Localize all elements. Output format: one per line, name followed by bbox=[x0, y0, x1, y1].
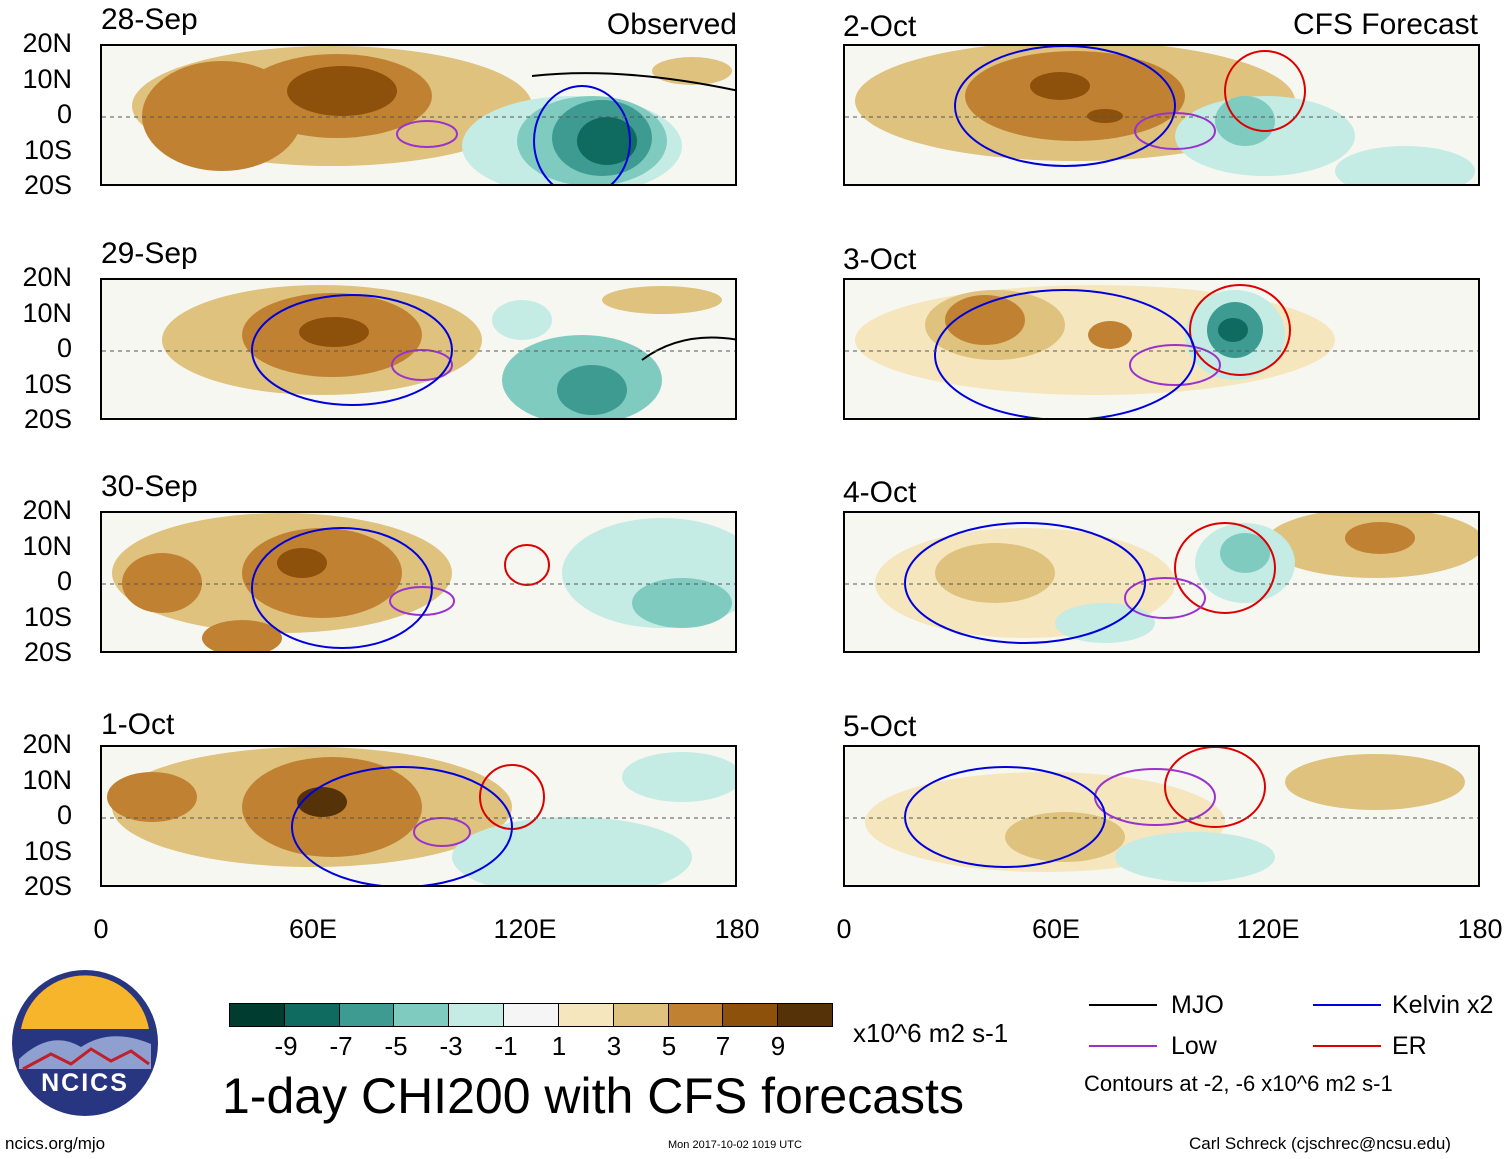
lat-label: 0 bbox=[56, 99, 72, 129]
lon-label: 180 bbox=[1457, 914, 1503, 944]
colorbar-label: 5 bbox=[661, 1031, 677, 1061]
date-label: 4-Oct bbox=[843, 476, 917, 509]
legend-mjo-label: MJO bbox=[1171, 991, 1224, 1019]
lat-label: 20N bbox=[22, 262, 72, 292]
colorbar-label: 9 bbox=[770, 1031, 786, 1061]
colorbar-swatch bbox=[777, 1004, 832, 1026]
map-field bbox=[102, 513, 735, 651]
colorbar-swatch bbox=[612, 1004, 668, 1026]
lon-label: 120E bbox=[1236, 914, 1300, 944]
map-field bbox=[845, 284, 1478, 418]
legend-line-er bbox=[1313, 1045, 1381, 1047]
forecast-title: CFS Forecast bbox=[1292, 8, 1478, 41]
lat-label: 10S bbox=[23, 369, 72, 399]
footer-timestamp: Mon 2017-10-02 1019 UTC bbox=[668, 1139, 802, 1151]
lat-label: 20N bbox=[22, 28, 72, 58]
lat-label: 10S bbox=[23, 836, 72, 866]
logo-text: NCICS bbox=[41, 1069, 129, 1097]
lon-label: 60E bbox=[1031, 914, 1081, 944]
colorbar-swatch bbox=[393, 1004, 449, 1026]
lon-label: 180 bbox=[714, 914, 760, 944]
map-field bbox=[845, 513, 1478, 644]
legend-low-label: Low bbox=[1171, 1032, 1217, 1060]
map-panel-30-sep bbox=[100, 511, 737, 653]
map-panel-2-oct bbox=[843, 44, 1480, 186]
colorbar-label: -5 bbox=[384, 1031, 408, 1061]
legend-line-low bbox=[1089, 1045, 1157, 1047]
colorbar-swatch bbox=[448, 1004, 504, 1026]
footer-url[interactable]: ncics.org/mjo bbox=[5, 1134, 106, 1153]
legend-line-mjo bbox=[1089, 1004, 1157, 1006]
lon-label: 0 bbox=[93, 914, 109, 944]
lat-label: 10N bbox=[22, 298, 72, 328]
colorbar-label: -7 bbox=[329, 1031, 353, 1061]
map-field bbox=[102, 285, 735, 418]
lat-label: 0 bbox=[56, 333, 72, 363]
colorbar-swatch bbox=[667, 1004, 723, 1026]
legend-er-label: ER bbox=[1392, 1032, 1427, 1060]
map-panel-4-oct bbox=[843, 511, 1480, 653]
lat-label: 10N bbox=[22, 765, 72, 795]
map-field bbox=[102, 46, 735, 184]
colorbar-label: -3 bbox=[439, 1031, 463, 1061]
lat-label: 20N bbox=[22, 495, 72, 525]
colorbar bbox=[229, 1003, 833, 1027]
logo-graphic bbox=[12, 970, 158, 1116]
map-panel-29-sep bbox=[100, 278, 737, 420]
lon-label: 60E bbox=[288, 914, 338, 944]
map-field bbox=[102, 747, 735, 885]
colorbar-swatch bbox=[557, 1004, 613, 1026]
colorbar-label: 1 bbox=[551, 1031, 567, 1061]
date-label: 2-Oct bbox=[843, 10, 917, 43]
observed-title: Observed bbox=[606, 8, 737, 41]
colorbar-swatch bbox=[722, 1004, 778, 1026]
colorbar-swatch bbox=[338, 1004, 394, 1026]
lat-label: 0 bbox=[56, 800, 72, 830]
lat-label: 20S bbox=[23, 871, 72, 901]
date-label: 28-Sep bbox=[101, 3, 198, 36]
date-label: 30-Sep bbox=[101, 470, 198, 503]
lat-label: 20S bbox=[23, 404, 72, 434]
date-label: 1-Oct bbox=[101, 708, 175, 741]
lat-label: 10N bbox=[22, 64, 72, 94]
colorbar-units: x10^6 m2 s-1 bbox=[853, 1018, 1009, 1048]
legend-kelvin-label: Kelvin x2 bbox=[1392, 991, 1494, 1019]
lat-label: 10S bbox=[23, 602, 72, 632]
map-panel-28-sep bbox=[100, 44, 737, 186]
map-panel-5-oct bbox=[843, 745, 1480, 887]
colorbar-swatch bbox=[283, 1004, 339, 1026]
colorbar-label: 7 bbox=[715, 1031, 731, 1061]
legend-line-kelvin bbox=[1313, 1004, 1381, 1006]
colorbar-label: 3 bbox=[606, 1031, 622, 1061]
lat-label: 20S bbox=[23, 170, 72, 200]
date-label: 5-Oct bbox=[843, 710, 917, 743]
lat-label: 20S bbox=[23, 637, 72, 667]
lon-label: 0 bbox=[836, 914, 852, 944]
legend-contours-note: Contours at -2, -6 x10^6 m2 s-1 bbox=[1084, 1071, 1393, 1096]
date-label: 29-Sep bbox=[101, 237, 198, 270]
lat-label: 0 bbox=[56, 566, 72, 596]
map-field bbox=[845, 46, 1478, 184]
date-label: 3-Oct bbox=[843, 243, 917, 276]
map-panel-3-oct bbox=[843, 278, 1480, 420]
lat-label: 20N bbox=[22, 729, 72, 759]
lat-label: 10N bbox=[22, 531, 72, 561]
map-panel-1-oct bbox=[100, 745, 737, 887]
lat-label: 10S bbox=[23, 135, 72, 165]
ncics-logo[interactable]: NCICS bbox=[11, 969, 159, 1117]
colorbar-label: -1 bbox=[494, 1031, 518, 1061]
colorbar-label: -9 bbox=[274, 1031, 298, 1061]
main-title: 1-day CHI200 with CFS forecasts bbox=[222, 1068, 964, 1124]
colorbar-swatch bbox=[503, 1004, 558, 1026]
footer-author: Carl Schreck (cjschrec@ncsu.edu) bbox=[1189, 1134, 1451, 1153]
colorbar-swatch bbox=[230, 1004, 284, 1026]
map-field bbox=[845, 747, 1478, 882]
lon-label: 120E bbox=[493, 914, 557, 944]
